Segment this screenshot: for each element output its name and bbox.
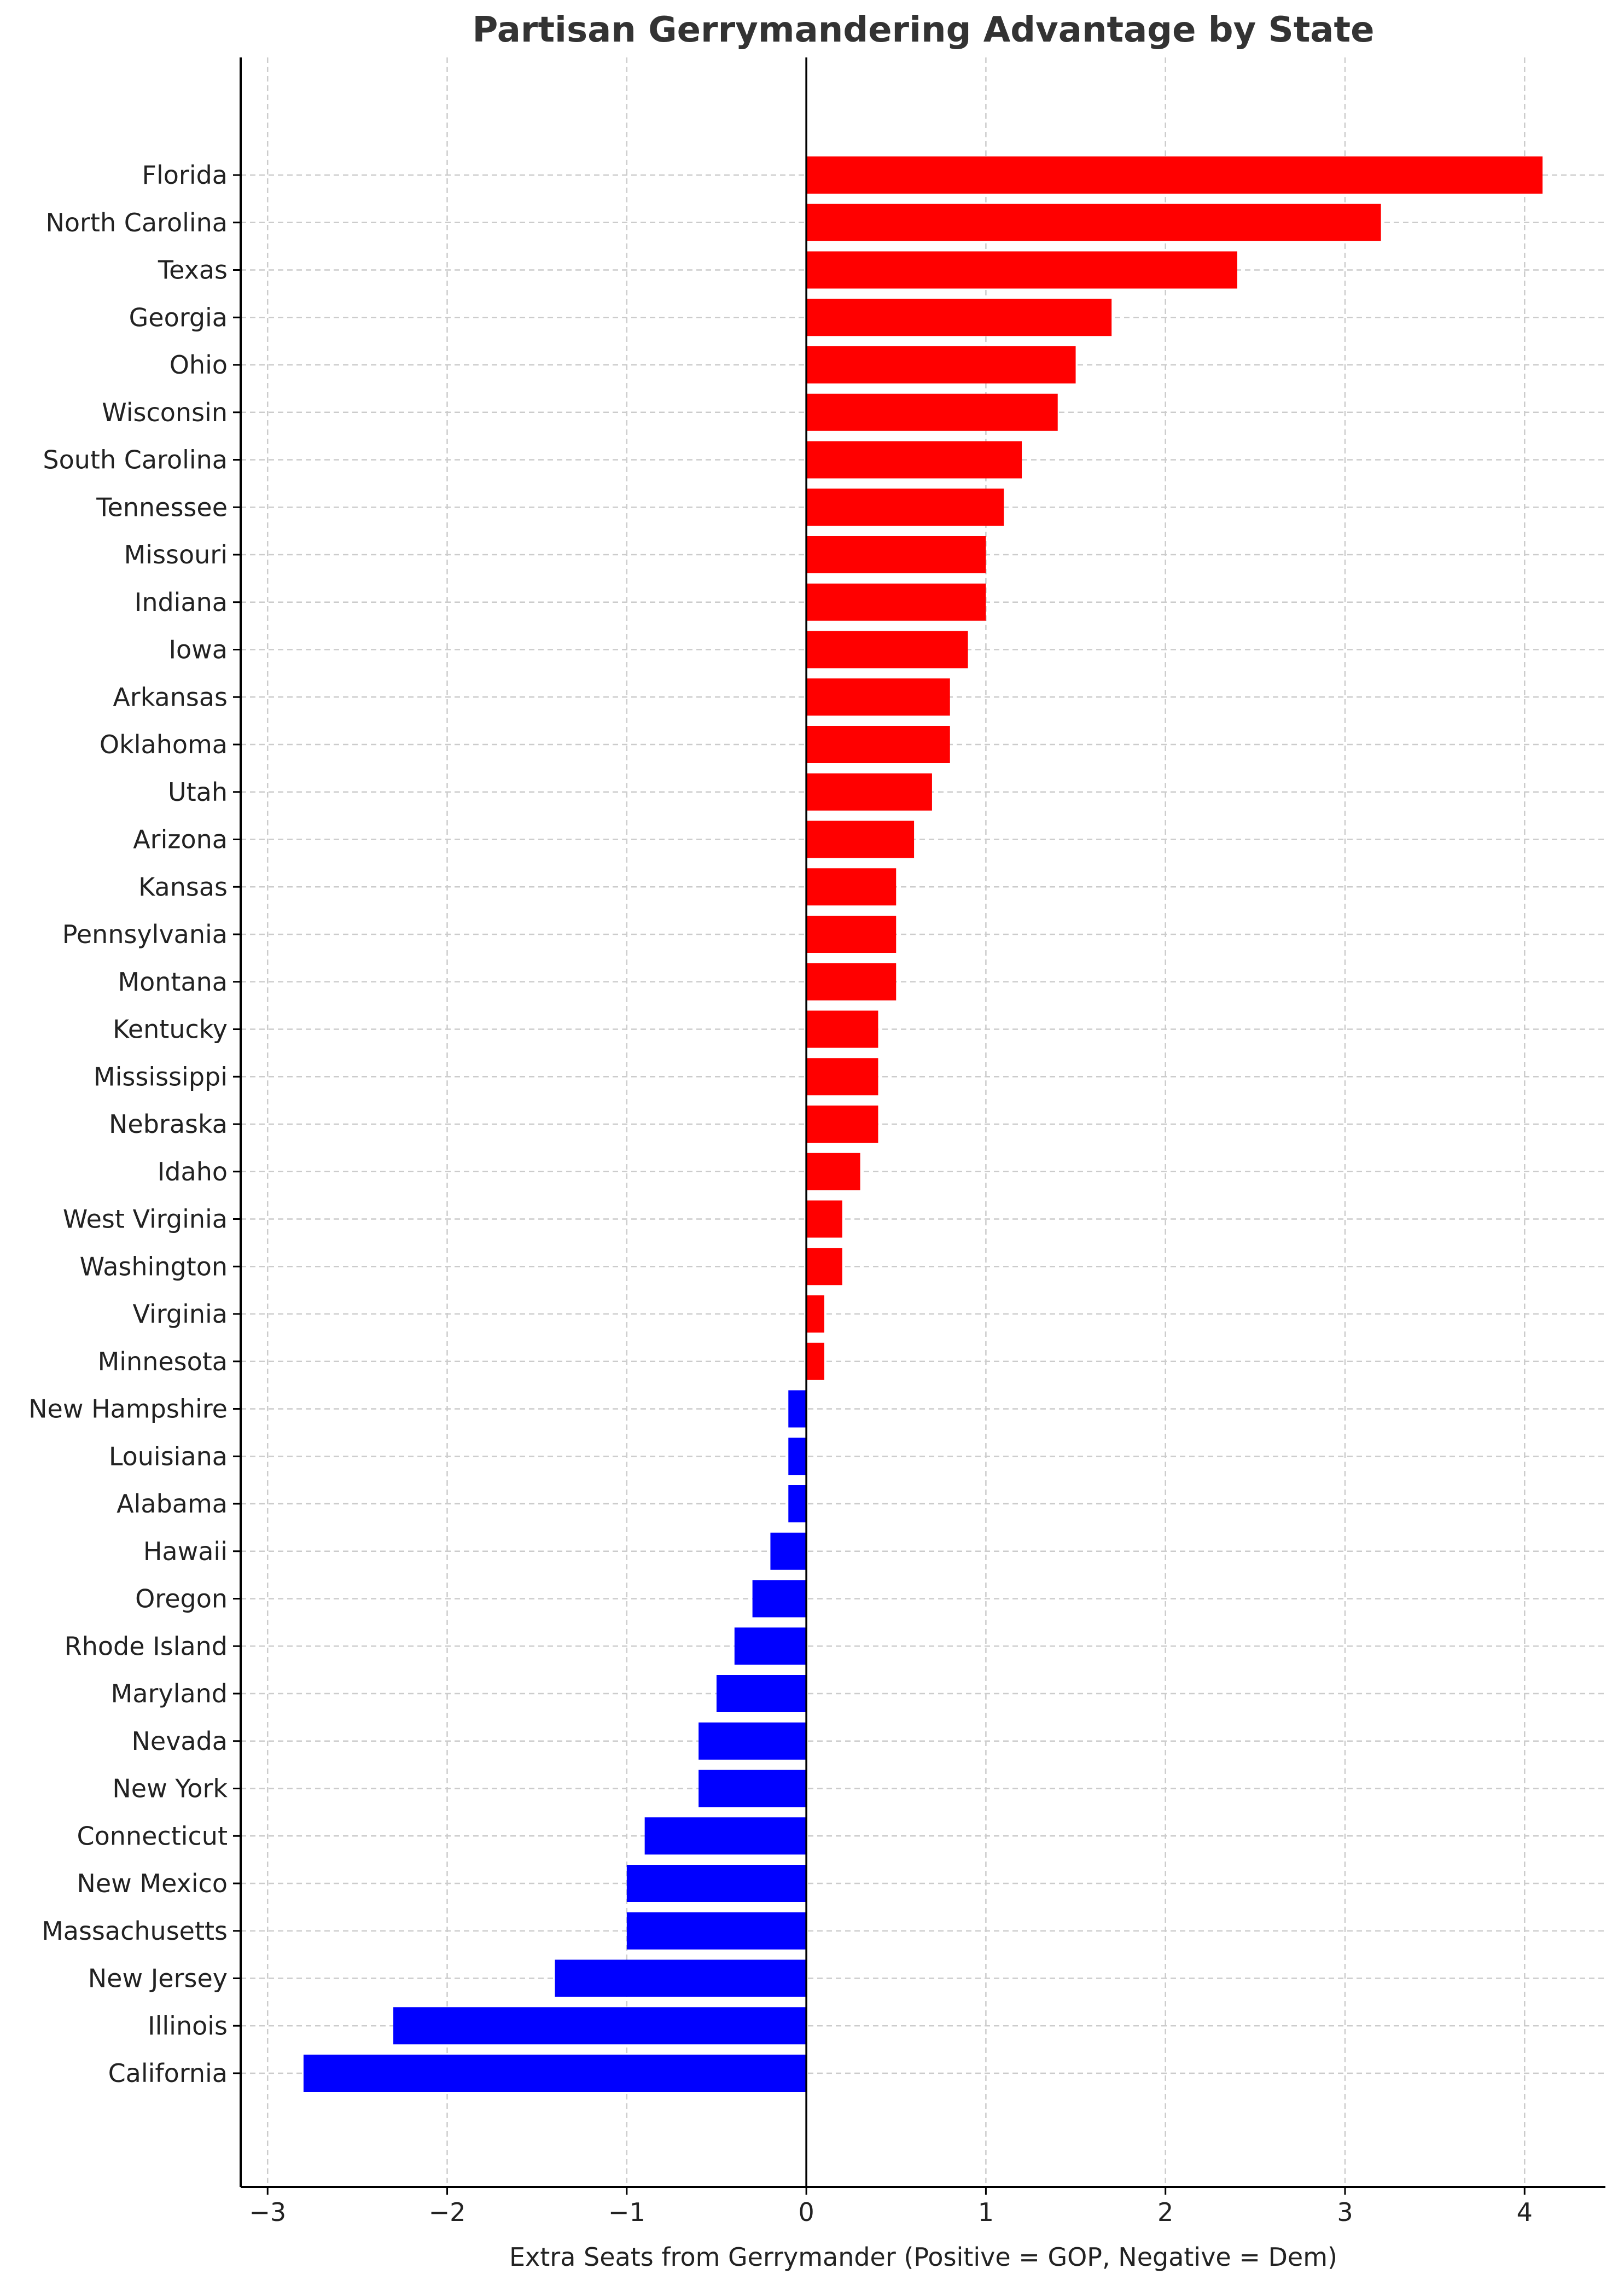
y-tick-label: New Mexico bbox=[77, 1869, 228, 1898]
bar-west-virginia bbox=[806, 1200, 842, 1238]
axes bbox=[233, 57, 1605, 2195]
bar-iowa bbox=[806, 631, 968, 668]
y-tick-label: New Hampshire bbox=[28, 1394, 228, 1424]
bar-massachusetts bbox=[626, 1912, 807, 1950]
y-tick-label: Missouri bbox=[124, 540, 228, 569]
bars bbox=[303, 156, 1543, 2092]
bar-arizona bbox=[806, 821, 915, 858]
bar-florida bbox=[806, 156, 1543, 194]
y-tick-labels: Florida North Carolina Texas Georgia Ohio Wis… bbox=[28, 160, 228, 2088]
bar-georgia bbox=[806, 299, 1112, 336]
bar-new-hampshire bbox=[788, 1390, 807, 1428]
bar-nevada bbox=[699, 1722, 807, 1760]
y-tick-label: Ohio bbox=[170, 350, 228, 380]
y-tick-label: New Jersey bbox=[88, 1964, 228, 1993]
y-tick-label: Alabama bbox=[117, 1489, 228, 1519]
bar-alabama bbox=[788, 1485, 807, 1522]
bar-california bbox=[303, 2055, 807, 2092]
bar-hawaii bbox=[770, 1532, 807, 1570]
bar-kentucky bbox=[806, 1010, 878, 1048]
x-tick-label: 4 bbox=[1517, 2197, 1533, 2227]
y-tick-label: Arizona bbox=[133, 825, 228, 854]
y-tick-label: Mississippi bbox=[94, 1062, 228, 1091]
y-tick-label: Illinois bbox=[148, 2011, 228, 2040]
bar-maryland bbox=[716, 1675, 807, 1712]
x-tick-label: −3 bbox=[249, 2197, 286, 2227]
x-tick-label: 2 bbox=[1157, 2197, 1173, 2227]
bar-connecticut bbox=[644, 1817, 807, 1855]
bar-ohio bbox=[806, 346, 1076, 383]
x-axis-label: Extra Seats from Gerrymander (Positive =… bbox=[509, 2242, 1337, 2272]
bar-new-mexico bbox=[626, 1865, 807, 1902]
bar-oregon bbox=[752, 1580, 807, 1618]
y-tick-label: Washington bbox=[80, 1252, 228, 1281]
bar-oklahoma bbox=[806, 726, 950, 763]
bar-nebraska bbox=[806, 1106, 878, 1143]
chart-title: Partisan Gerrymandering Advantage by Sta… bbox=[473, 10, 1375, 50]
y-tick-label: Oklahoma bbox=[100, 730, 228, 759]
y-tick-label: Georgia bbox=[129, 303, 228, 332]
bar-montana bbox=[806, 963, 897, 1001]
x-tick-label: 0 bbox=[798, 2197, 814, 2227]
bar-minnesota bbox=[806, 1342, 824, 1380]
y-tick-label: Tennessee bbox=[96, 492, 228, 522]
bar-arkansas bbox=[806, 678, 950, 716]
y-tick-label: Florida bbox=[142, 160, 228, 190]
y-tick-label: Connecticut bbox=[77, 1821, 228, 1851]
y-tick-label: Pennsylvania bbox=[62, 920, 228, 949]
bar-louisiana bbox=[788, 1438, 807, 1475]
bar-illinois bbox=[393, 2007, 807, 2045]
bar-new-york bbox=[699, 1770, 807, 1807]
y-tick-label: Minnesota bbox=[98, 1347, 228, 1376]
y-tick-label: South Carolina bbox=[43, 445, 228, 475]
y-tick-label: Texas bbox=[158, 255, 228, 285]
x-tick-label: −2 bbox=[429, 2197, 466, 2227]
bar-new-jersey bbox=[555, 1959, 807, 1997]
y-tick-label: North Carolina bbox=[45, 208, 228, 237]
y-tick-label: Rhode Island bbox=[65, 1631, 228, 1661]
x-tick-label: 3 bbox=[1337, 2197, 1353, 2227]
y-tick-label: Nevada bbox=[131, 1726, 228, 1756]
y-tick-label: Massachusetts bbox=[42, 1916, 228, 1946]
bar-tennessee bbox=[806, 488, 1004, 526]
bar-mississippi bbox=[806, 1058, 878, 1096]
y-tick-label: Iowa bbox=[168, 635, 228, 665]
bar-kansas bbox=[806, 868, 897, 906]
y-tick-label: Arkansas bbox=[113, 682, 228, 712]
y-tick-label: Kansas bbox=[138, 872, 228, 901]
y-tick-label: Virginia bbox=[133, 1299, 228, 1329]
bar-north-carolina bbox=[806, 203, 1381, 241]
y-tick-label: New York bbox=[112, 1774, 228, 1804]
x-tick-label: −1 bbox=[608, 2197, 645, 2227]
y-tick-label: Kentucky bbox=[113, 1015, 228, 1044]
bar-wisconsin bbox=[806, 393, 1058, 431]
bar-indiana bbox=[806, 583, 986, 621]
y-tick-label: California bbox=[108, 2058, 228, 2088]
bar-utah bbox=[806, 773, 932, 811]
y-tick-label: Oregon bbox=[135, 1584, 228, 1614]
bar-pennsylvania bbox=[806, 916, 897, 953]
bar-virginia bbox=[806, 1295, 824, 1333]
bar-texas bbox=[806, 251, 1238, 289]
bar-rhode-island bbox=[734, 1627, 807, 1665]
bar-idaho bbox=[806, 1153, 860, 1190]
y-tick-label: Idaho bbox=[158, 1157, 228, 1186]
y-tick-label: Wisconsin bbox=[102, 398, 228, 427]
y-tick-label: Maryland bbox=[111, 1679, 228, 1708]
y-tick-label: Indiana bbox=[135, 588, 228, 617]
x-tick-label: 1 bbox=[978, 2197, 994, 2227]
x-tick-labels: −3 −2 −1 0 1 2 3 4 bbox=[249, 2197, 1533, 2227]
y-tick-label: Hawaii bbox=[143, 1537, 228, 1566]
y-tick-label: West Virginia bbox=[63, 1205, 228, 1234]
bar-washington bbox=[806, 1248, 842, 1286]
y-tick-label: Louisiana bbox=[109, 1441, 228, 1471]
bar-missouri bbox=[806, 536, 986, 573]
y-tick-label: Montana bbox=[118, 967, 228, 997]
bar-south-carolina bbox=[806, 441, 1022, 479]
y-tick-label: Nebraska bbox=[109, 1109, 228, 1139]
y-tick-label: Utah bbox=[168, 777, 228, 807]
